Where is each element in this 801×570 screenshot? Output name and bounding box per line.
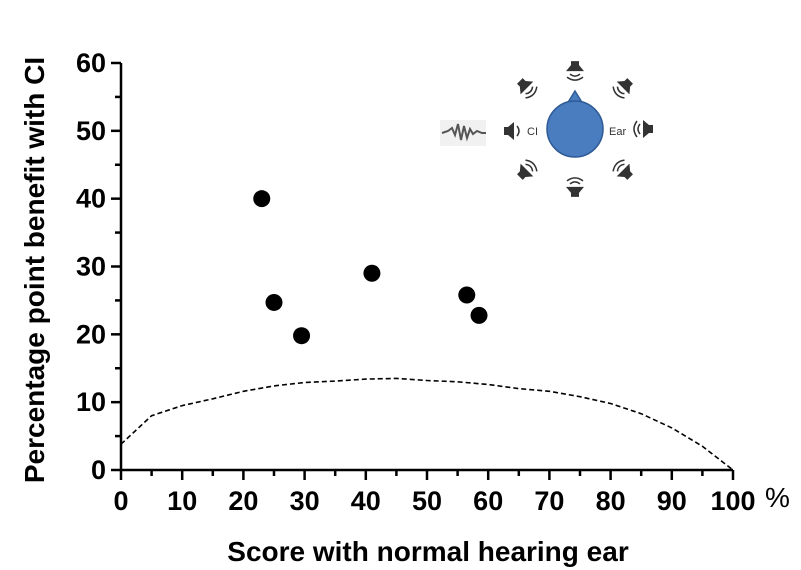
x-axis-percent-suffix: %	[765, 482, 790, 513]
loudspeakers	[517, 61, 653, 197]
x-tick-label: 40	[351, 486, 381, 516]
speaker-icon	[566, 177, 584, 197]
listener-head-icon	[546, 89, 604, 158]
data-points	[253, 190, 488, 345]
y-tick-label: 50	[76, 116, 106, 146]
x-tick-label: 100	[710, 486, 755, 516]
data-point	[470, 306, 488, 324]
x-tick-label: 20	[228, 486, 258, 516]
data-point	[363, 264, 381, 282]
y-tick-label: 20	[76, 319, 106, 349]
x-tick-label: 80	[596, 486, 626, 516]
y-tick-label: 30	[76, 252, 106, 282]
reference-curve	[120, 377, 734, 471]
speaker-icon	[612, 78, 633, 99]
speaker-icon	[566, 61, 584, 81]
y-tick-label: 40	[76, 184, 106, 214]
speaker-icon	[517, 78, 538, 99]
y-tick-label: 10	[76, 387, 106, 417]
x-tick-label: 30	[290, 486, 320, 516]
ear-label: Ear	[609, 126, 626, 138]
reference-curve-layer	[120, 377, 734, 471]
data-point	[253, 190, 271, 208]
speaker-icon	[612, 159, 633, 180]
data-point	[265, 293, 283, 311]
x-tick-label: 70	[534, 486, 564, 516]
y-axis-title: Percentage point benefit with CI	[19, 57, 50, 483]
speaker-icon	[504, 122, 520, 140]
y-tick-label: 0	[91, 455, 106, 485]
x-tick-label: 60	[473, 486, 503, 516]
speaker-icon	[633, 120, 653, 138]
data-point	[458, 286, 476, 304]
speech-waveform-icon	[440, 120, 486, 146]
y-tick-label: 60	[76, 48, 106, 78]
ci-label: CI	[527, 126, 538, 138]
x-axis-title: Score with normal hearing ear	[227, 536, 629, 567]
axes: 0 10 20 30 40 50 60 0 10 20 30 40 50 60 70 80 90 100	[76, 48, 756, 516]
data-point	[293, 327, 311, 345]
speaker-array-inset: CI Ear	[440, 61, 653, 197]
x-tick-label: 90	[657, 486, 687, 516]
x-tick-label: 50	[412, 486, 442, 516]
x-tick-label: 0	[113, 486, 128, 516]
x-tick-label: 10	[167, 486, 197, 516]
speaker-icon	[517, 159, 538, 180]
